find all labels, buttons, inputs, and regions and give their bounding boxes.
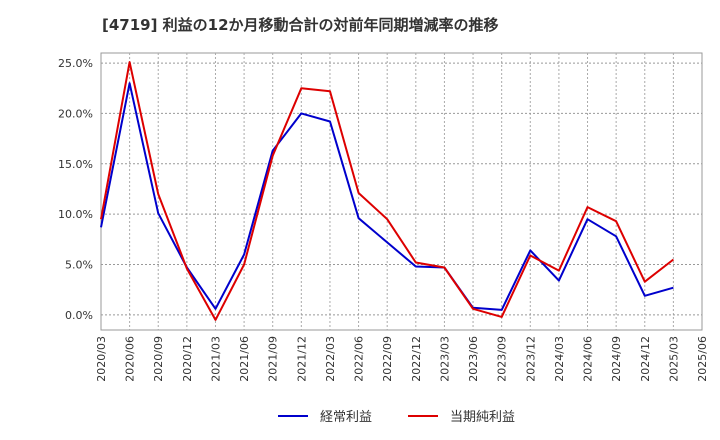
series-lines <box>100 61 675 321</box>
x-tick-label: 2022/12 <box>410 336 423 382</box>
x-tick-label: 2023/06 <box>467 336 480 382</box>
series-line-2 <box>100 61 675 321</box>
y-axis-ticks: 0.0% 5.0% 10.0% 15.0% 20.0% 25.0% <box>58 57 93 322</box>
y-tick-label: 10.0% <box>58 208 93 221</box>
x-tick-label: 2024/06 <box>582 336 595 382</box>
series-line-1 <box>100 82 674 311</box>
x-tick-label: 2020/12 <box>181 336 194 382</box>
x-tick-label: 2024/09 <box>610 336 623 382</box>
x-tick-label: 2021/03 <box>209 336 222 382</box>
x-tick-label: 2022/09 <box>381 336 394 382</box>
x-tick-label: 2020/03 <box>95 336 108 382</box>
y-tick-label: 0.0% <box>65 309 93 322</box>
x-axis-ticks: 2020/03 2020/06 2020/09 2020/12 2021/03 2021/… <box>95 336 709 382</box>
legend-label-1: 経常利益 <box>320 410 372 425</box>
plot-area <box>100 52 703 331</box>
y-tick-label: 15.0% <box>58 158 93 171</box>
x-tick-label: 2021/09 <box>267 336 280 382</box>
x-tick-label: 2024/03 <box>553 336 566 382</box>
legend-label-2: 当期純利益 <box>450 410 515 425</box>
chart-title: [4719] 利益の12か月移動合計の対前年同期増減率の推移 <box>102 16 499 34</box>
y-tick-label: 20.0% <box>58 107 93 120</box>
x-tick-label: 2020/06 <box>124 336 137 382</box>
legend: 経常利益 当期純利益 <box>278 410 515 425</box>
x-tick-label: 2023/03 <box>438 336 451 382</box>
x-tick-label: 2024/12 <box>639 336 652 382</box>
x-tick-label: 2025/06 <box>696 336 709 382</box>
y-tick-label: 25.0% <box>58 57 93 70</box>
x-tick-label: 2020/09 <box>152 336 165 382</box>
x-tick-label: 2022/03 <box>324 336 337 382</box>
x-tick-label: 2023/12 <box>524 336 537 382</box>
x-tick-label: 2025/03 <box>667 336 680 382</box>
x-tick-label: 2022/06 <box>353 336 366 382</box>
y-tick-label: 5.0% <box>65 259 93 272</box>
x-tick-label: 2021/06 <box>238 336 251 382</box>
x-tick-label: 2023/09 <box>496 336 509 382</box>
x-tick-label: 2021/12 <box>295 336 308 382</box>
